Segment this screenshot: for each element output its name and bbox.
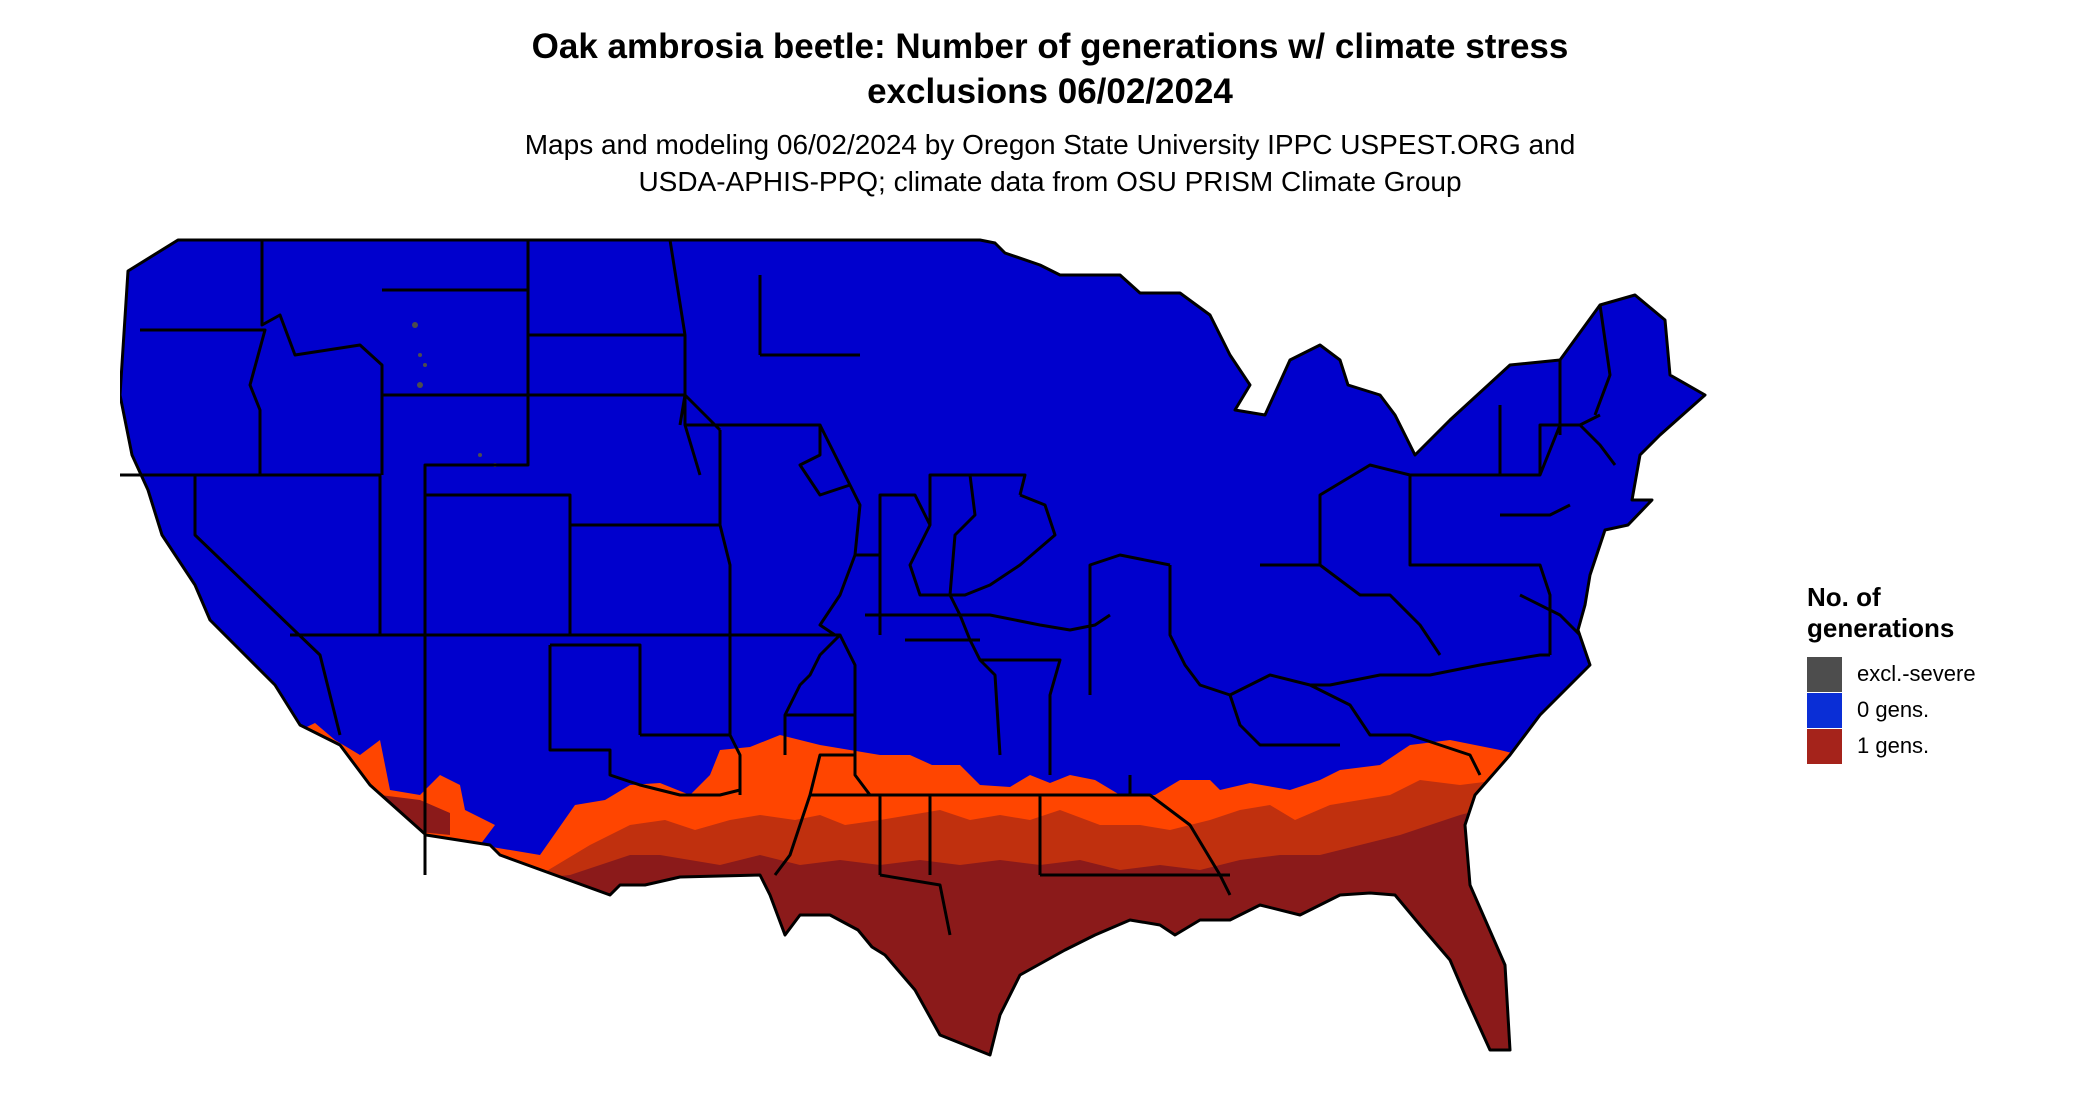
title-line-2: exclusions 06/02/2024: [867, 72, 1233, 111]
legend-item-0-gens: 0 gens.: [1807, 692, 2067, 728]
mid-red-zone: [220, 780, 1520, 1055]
legend-label-excl-severe: excl.-severe: [1857, 661, 1976, 686]
legend-swatch-excl-severe: [1807, 656, 1842, 692]
title-line-1: Oak ambrosia beetle: Number of generatio…: [531, 27, 1569, 66]
map-title: Oak ambrosia beetle: Number of generatio…: [0, 24, 2100, 114]
outline: [120, 238, 1707, 1057]
legend-title: No. of generations: [1807, 582, 2067, 644]
us-map: [120, 238, 1707, 1057]
legend-label-0-gens: 0 gens.: [1857, 697, 1930, 722]
subtitle-line-2: USDA-APHIS-PPQ; climate data from OSU PR…: [638, 166, 1462, 197]
legend-swatch-1-gens: [1807, 728, 1842, 764]
legend-title-line-1: No. of: [1807, 582, 1881, 612]
map-subtitle: Maps and modeling 06/02/2024 by Oregon S…: [0, 126, 2100, 200]
legend: No. of generations excl.-severe 0 gens. …: [1807, 582, 2067, 764]
legend-item-1-gens: 1 gens.: [1807, 728, 2067, 764]
legend-label-1-gens: 1 gens.: [1857, 733, 1930, 758]
subtitle-line-1: Maps and modeling 06/02/2024 by Oregon S…: [524, 129, 1576, 160]
legend-swatch-0-gens: [1807, 692, 1842, 728]
legend-title-line-2: generations: [1807, 613, 1955, 643]
state-boundaries: [120, 238, 1707, 1057]
legend-item-excl-severe: excl.-severe: [1807, 656, 2067, 692]
